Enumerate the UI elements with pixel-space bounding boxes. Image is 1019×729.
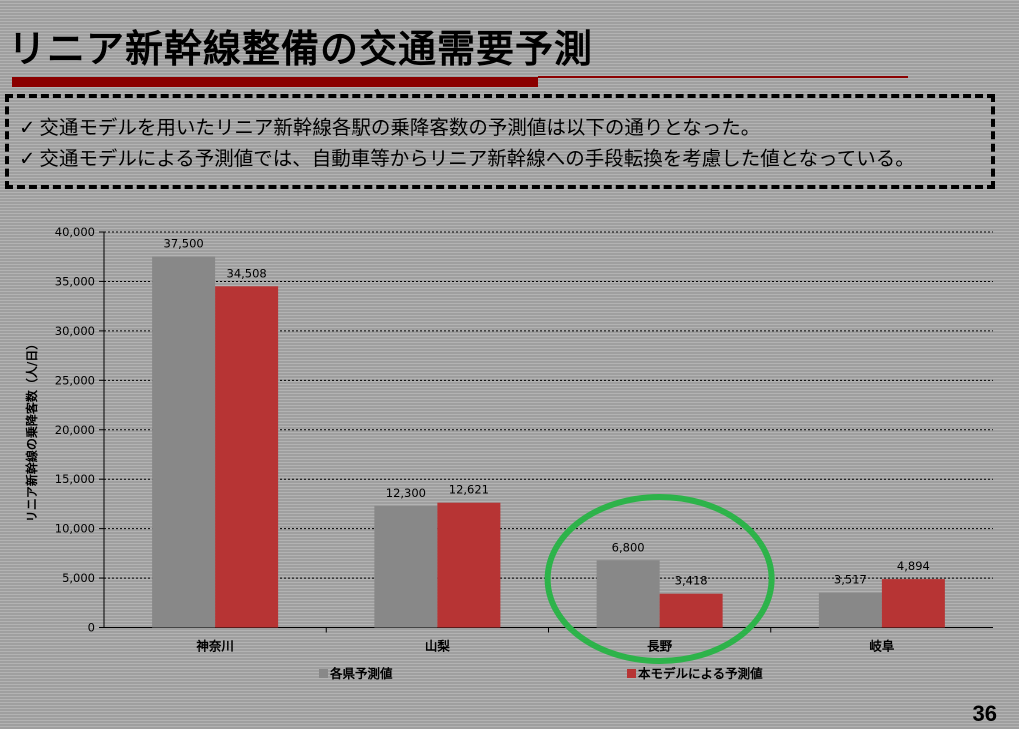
x-tick-label: 神奈川 <box>196 639 234 654</box>
notes-box: ✓ 交通モデルを用いたリニア新幹線各駅の乗降客数の予測値は以下の通りとなった。 ✓… <box>5 94 995 189</box>
bar <box>437 502 501 628</box>
bar <box>374 505 438 628</box>
data-label: 37,500 <box>164 237 204 251</box>
highlight-ellipse <box>544 494 775 664</box>
data-label: 12,300 <box>386 486 426 500</box>
y-axis-label: リニア新幹線の乗降客数（人/日） <box>24 338 39 522</box>
y-tick-label: 30,000 <box>55 324 95 338</box>
data-label: 4,894 <box>897 559 930 573</box>
bar <box>818 592 882 628</box>
bar <box>152 256 216 628</box>
data-label: 34,508 <box>227 266 267 280</box>
note-text-1: 交通モデルを用いたリニア新幹線各駅の乗降客数の予測値は以下の通りとなった。 <box>39 116 761 139</box>
y-tick-label: 0 <box>88 621 95 635</box>
data-label: 12,621 <box>449 483 489 497</box>
check-icon: ✓ <box>19 116 36 139</box>
y-tick-label: 10,000 <box>55 522 95 536</box>
title-underline-thick <box>12 77 538 87</box>
title-underline-thin <box>538 76 908 78</box>
legend-label: 各県予測値 <box>329 666 393 681</box>
y-tick-label: 35,000 <box>55 274 95 288</box>
check-icon: ✓ <box>19 147 36 170</box>
y-tick-label: 40,000 <box>55 225 95 239</box>
data-label: 6,800 <box>612 540 645 554</box>
bar <box>596 560 660 628</box>
data-label: 3,517 <box>834 573 867 587</box>
bar <box>659 593 723 628</box>
note-line-1: ✓ 交通モデルを用いたリニア新幹線各駅の乗降客数の予測値は以下の通りとなった。 <box>19 112 991 143</box>
y-tick-label: 20,000 <box>55 423 95 437</box>
legend-swatch <box>627 669 636 678</box>
note-line-2: ✓ 交通モデルによる予測値では、自動車等からリニア新幹線への手段転換を考慮した値と… <box>19 143 991 174</box>
bar <box>215 286 279 628</box>
x-tick-label: 岐阜 <box>869 639 895 654</box>
x-tick-label: 長野 <box>647 639 673 654</box>
y-tick-label: 15,000 <box>55 472 95 486</box>
slide-title: リニア新幹線整備の交通需要予測 <box>8 27 594 71</box>
note-text-2: 交通モデルによる予測値では、自動車等からリニア新幹線への手段転換を考慮した値とな… <box>39 147 915 170</box>
x-tick-label: 山梨 <box>425 639 451 654</box>
y-tick-label: 5,000 <box>62 571 95 585</box>
legend-label: 本モデルによる予測値 <box>638 666 763 681</box>
data-label: 3,418 <box>675 574 708 588</box>
page-number: 36 <box>972 701 997 726</box>
legend-swatch <box>319 669 328 678</box>
y-tick-label: 25,000 <box>55 373 95 387</box>
bar <box>881 579 945 628</box>
